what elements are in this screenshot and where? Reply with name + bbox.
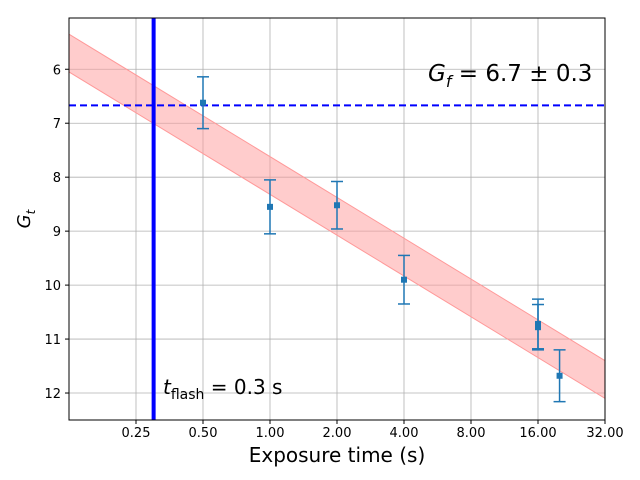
x-tick-label: 16.00: [519, 426, 556, 441]
data-marker: [556, 372, 563, 379]
x-tick-label: 0.25: [122, 426, 151, 441]
data-point: [197, 76, 209, 130]
gf-annotation-rest: = 6.7 ± 0.3: [451, 61, 592, 87]
axis-ticks: 0.25 0.50 1.00 2.00 4.00 8.00 16.00 32.00 6 7 8 9 10…: [44, 63, 623, 441]
x-tick-label: 8.00: [457, 426, 486, 441]
data-point: [331, 180, 343, 230]
tflash-annotation: tflash = 0.3 s: [163, 375, 282, 403]
y-axis-title-main: G: [14, 214, 35, 228]
x-axis-title: Exposure time (s): [249, 443, 426, 467]
x-tick-label: 4.00: [390, 426, 419, 441]
y-tick-label: 11: [44, 333, 61, 348]
gf-annotation-main: G: [428, 61, 446, 87]
gf-annotation-sub: f: [446, 72, 454, 91]
gf-annotation: Gf = 6.7 ± 0.3: [428, 61, 592, 91]
data-marker: [200, 99, 206, 106]
tflash-annotation-sub: flash: [171, 387, 205, 403]
y-tick-label: 8: [53, 171, 61, 186]
y-tick-label: 7: [53, 117, 61, 132]
x-tick-label: 1.00: [256, 426, 285, 441]
x-tick-label: 0.50: [189, 426, 218, 441]
y-tick-label: 10: [44, 279, 61, 294]
y-tick-label: 6: [53, 63, 61, 78]
x-tick-label: 2.00: [323, 426, 352, 441]
data-marker: [334, 202, 340, 209]
data-point: [553, 349, 566, 403]
data-points: [197, 76, 566, 403]
data-point: [398, 254, 410, 305]
tflash-annotation-main: t: [163, 375, 172, 399]
y-axis-title-sub: t: [24, 208, 38, 214]
reference-lines: [69, 18, 605, 420]
y-tick-label: 12: [44, 387, 61, 402]
data-marker: [535, 324, 541, 331]
y-tick-label: 9: [53, 225, 61, 240]
y-axis-title: Gt: [14, 208, 38, 228]
data-point: [264, 179, 276, 235]
data-marker: [267, 203, 273, 210]
data-marker: [401, 276, 407, 283]
x-tick-label: 32.00: [586, 426, 623, 441]
data-point: [532, 303, 544, 351]
tflash-annotation-rest: = 0.3 s: [204, 375, 282, 399]
